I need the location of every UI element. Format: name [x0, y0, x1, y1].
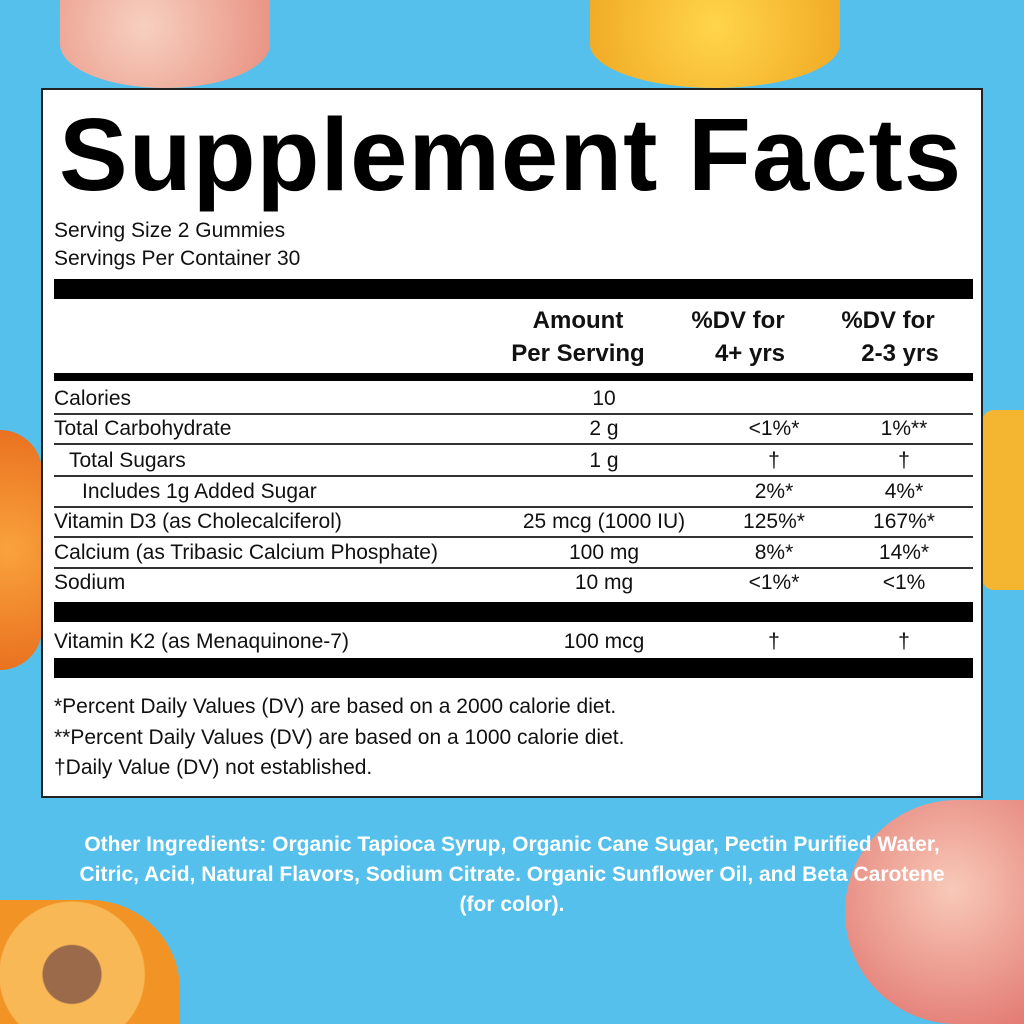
nutrient-row: Total Sugars 1 g † †	[54, 445, 973, 477]
nutrient-name: Vitamin K2 (as Menaquinone-7)	[54, 630, 349, 653]
serving-size: Serving Size 2 Gummies	[54, 219, 286, 242]
divider-bar	[54, 373, 973, 381]
nutrient-name: Calories	[54, 387, 132, 410]
supplement-facts-panel: Supplement Facts Serving Size 2 Gummies …	[41, 88, 983, 798]
nutrient-row: Total Carbohydrate 2 g <1%* 1%**	[54, 413, 973, 445]
nutrient-name: Includes 1g Added Sugar	[82, 480, 317, 503]
nutrient-dv-4plus: <1%*	[748, 571, 800, 594]
peach-slice-image	[60, 0, 270, 88]
nutrient-name: Calcium (as Tribasic Calcium Phosphate)	[54, 541, 438, 564]
nutrient-amount: 1 g	[589, 449, 619, 472]
nutrient-dv-4plus: †	[768, 630, 780, 653]
nutrient-amount: 10	[592, 387, 616, 410]
nutrient-name: Sodium	[54, 571, 126, 594]
nutrient-name: Vitamin D3 (as Cholecalciferol)	[54, 510, 342, 533]
nutrient-dv-2to3: 167%*	[873, 510, 935, 533]
divider-bar	[54, 279, 973, 299]
dv1-header-line: %DV for	[691, 307, 785, 334]
nutrient-amount: 25 mcg (1000 IU)	[522, 510, 686, 533]
nutrient-dv-4plus: 2%*	[754, 480, 794, 503]
nutrient-dv-4plus: 8%*	[754, 541, 794, 564]
servings-per-container: Servings Per Container 30	[54, 247, 301, 270]
other-ingredients: Other Ingredients: Organic Tapioca Syrup…	[79, 833, 945, 916]
nutrient-row: Vitamin D3 (as Cholecalciferol) 25 mcg (1…	[54, 506, 973, 538]
dv2-header: %DV for 2-3 yrs	[823, 304, 953, 370]
mango-cubes-image	[982, 410, 1024, 590]
amount-header-line: Amount	[532, 307, 624, 334]
nutrient-dv-4plus: 125%*	[743, 510, 805, 533]
nutrient-dv-4plus: <1%*	[748, 417, 800, 440]
dv1-header-line: 4+ yrs	[714, 340, 786, 367]
peach-image	[845, 800, 1024, 1024]
apricot-image	[0, 430, 42, 670]
dv2-header-line: 2-3 yrs	[861, 340, 939, 367]
nutrient-row: Includes 1g Added Sugar 2%* 4%*	[54, 476, 973, 508]
nutrient-dv-2to3: 1%**	[880, 417, 928, 440]
nutrient-row: Sodium 10 mg <1%* <1%	[54, 567, 973, 597]
mango-image	[590, 0, 840, 88]
divider-bar	[54, 602, 973, 622]
amount-header: Amount Per Serving	[483, 304, 673, 370]
footnote: **Percent Daily Values (DV) are based on…	[54, 726, 625, 749]
nutrient-amount: 2 g	[589, 417, 619, 440]
nutrient-name: Total Carbohydrate	[54, 417, 232, 440]
amount-header-line: Per Serving	[511, 340, 645, 367]
nutrient-amount: 100 mcg	[563, 630, 645, 653]
dv1-header: %DV for 4+ yrs	[673, 304, 803, 370]
dv2-header-line: %DV for	[841, 307, 935, 334]
nutrient-row: Calcium (as Tribasic Calcium Phosphate) 1…	[54, 537, 973, 569]
divider-bar	[54, 658, 973, 678]
nutrient-dv-2to3: 14%*	[878, 541, 930, 564]
nutrient-dv-4plus: †	[768, 449, 780, 472]
nutrient-dv-2to3: <1%	[882, 571, 926, 594]
nutrient-row: Calories 10	[54, 383, 973, 415]
nutrient-dv-2to3: †	[898, 449, 910, 472]
nutrient-amount: 100 mg	[568, 541, 640, 564]
nutrient-dv-2to3: †	[898, 630, 910, 653]
nutrient-row: Vitamin K2 (as Menaquinone-7) 100 mcg † †	[54, 626, 973, 656]
footnote: †Daily Value (DV) not established.	[54, 756, 373, 779]
nutrient-amount: 10 mg	[574, 571, 634, 594]
footnote: *Percent Daily Values (DV) are based on …	[54, 695, 617, 718]
panel-title: Supplement Facts	[59, 97, 963, 212]
nutrient-dv-2to3: 4%*	[884, 480, 924, 503]
nutrient-name: Total Sugars	[69, 449, 186, 472]
